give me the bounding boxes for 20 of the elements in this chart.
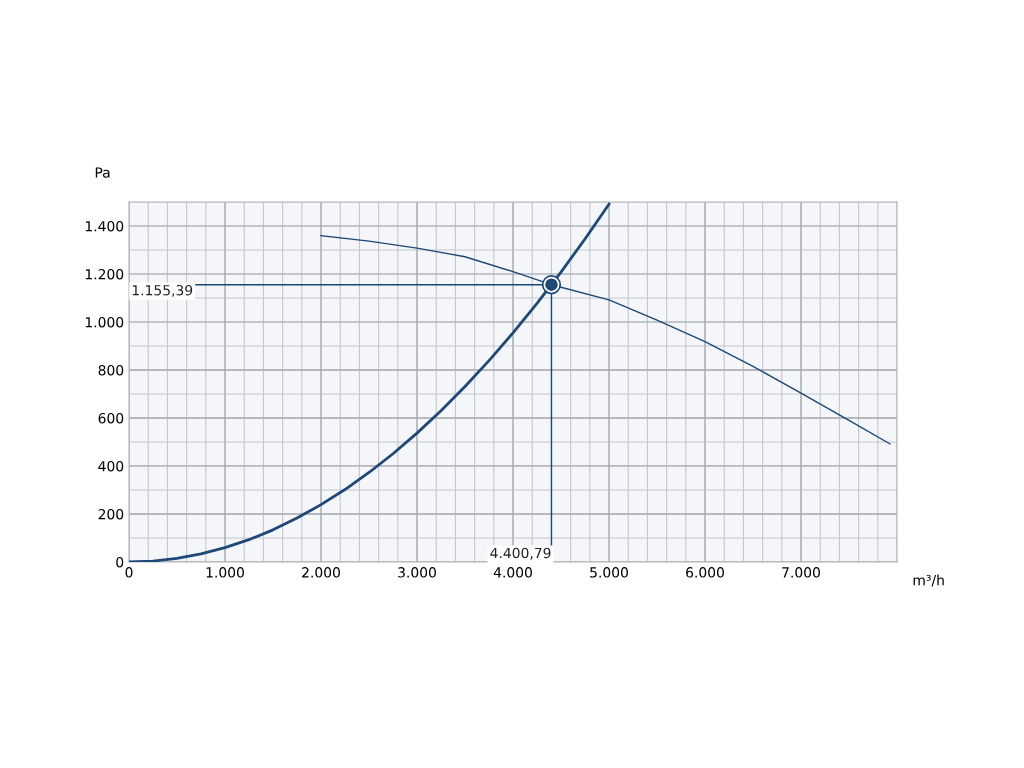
x-tick-label: 1.000: [206, 567, 244, 578]
ref-line-label: 4.400,79: [490, 547, 551, 560]
x-tick-label: 7.000: [782, 567, 820, 578]
x-tick-label: 4.000: [493, 567, 532, 578]
x-axis-title: m³/h: [913, 574, 944, 587]
y-tick-label: 1.000: [85, 316, 124, 328]
y-tick-label: 200: [98, 508, 124, 520]
x-tick-label: 5.000: [590, 567, 628, 578]
ref-line-label: 1.155,39: [132, 284, 193, 297]
x-tick-label: 2.000: [302, 567, 340, 578]
y-tick-label: 1.400: [85, 220, 124, 232]
y-tick-label: 600: [98, 412, 124, 424]
x-tick-label: 3.000: [398, 567, 436, 578]
y-tick-label: 1.200: [85, 268, 124, 280]
y-tick-label: 800: [98, 364, 124, 376]
y-axis-title: Pa: [95, 167, 110, 178]
x-tick-label: 6.000: [686, 567, 724, 578]
x-tick-label: 0: [125, 567, 133, 578]
y-tick-label: 0: [116, 556, 124, 568]
y-tick-label: 400: [98, 460, 124, 472]
